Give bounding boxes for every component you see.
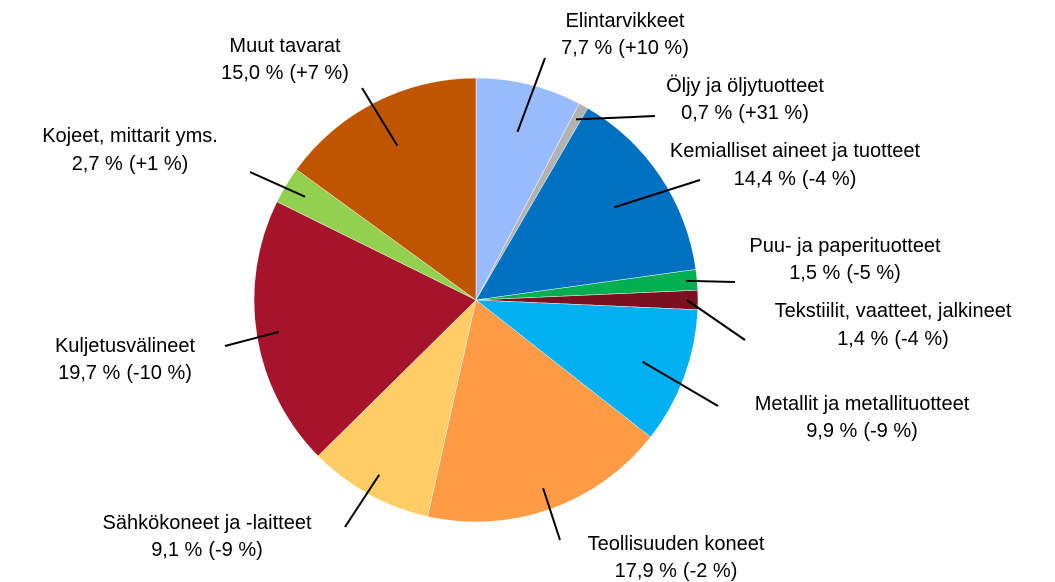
pie-slice <box>475 77 580 301</box>
value-label: 15,0 % <box>221 62 283 84</box>
leader-line <box>686 299 746 341</box>
change-label: (-4 %) <box>894 328 948 350</box>
slice-value: 2,7 % (+1 %) <box>72 153 189 175</box>
change-label: (+10 %) <box>618 37 689 59</box>
change-label: (-4 %) <box>802 168 856 190</box>
slice-name: Metallit ja metallituotteet <box>755 393 970 415</box>
slice-value: 9,9 % (-9 %) <box>806 420 918 442</box>
slice-value: 1,5 % (-5 %) <box>789 262 901 284</box>
slice-name: Tekstiilit, vaatteet, jalkineet <box>775 300 1012 322</box>
change-label: (-9 %) <box>208 539 262 561</box>
slice-value: 14,4 % (-4 %) <box>734 168 857 190</box>
leader-line <box>224 330 280 347</box>
slice-name: Puu- ja paperituotteet <box>749 235 941 257</box>
change-label: (-2 %) <box>683 560 737 582</box>
value-label: 0,7 % <box>681 102 732 124</box>
slice-value: 19,7 % (-10 %) <box>58 362 192 384</box>
slice-name: Öljy ja öljytuotteet <box>666 75 824 97</box>
slice-name: Kemialliset aineet ja tuotteet <box>670 140 921 162</box>
change-label: (-5 %) <box>846 262 900 284</box>
change-label: (+31 %) <box>738 102 809 124</box>
value-label: 7,7 % <box>561 37 612 59</box>
leader-line <box>344 474 381 528</box>
change-label: (-10 %) <box>126 362 192 384</box>
value-label: 1,4 % <box>837 328 888 350</box>
value-label: 9,9 % <box>806 420 857 442</box>
leader-line <box>542 487 561 541</box>
slice-name: Teollisuuden koneet <box>588 533 765 555</box>
slice-name: Sähkökoneet ja -laitteet <box>102 512 311 534</box>
value-label: 9,1 % <box>151 539 202 561</box>
leader-line <box>516 57 546 133</box>
value-label: 19,7 % <box>58 362 120 384</box>
leader-line <box>361 87 399 147</box>
slice-value: 9,1 % (-9 %) <box>151 539 263 561</box>
leader-line <box>249 171 306 198</box>
change-label: (+1 %) <box>129 153 188 175</box>
slice-value: 17,9 % (-2 %) <box>615 560 738 582</box>
value-label: 2,7 % <box>72 153 123 175</box>
leader-line <box>613 179 701 209</box>
slice-value: 15,0 % (+7 %) <box>221 62 349 84</box>
slice-name: Kuljetusvälineet <box>55 335 196 357</box>
pie-slice <box>296 77 477 301</box>
change-label: (-9 %) <box>863 420 917 442</box>
leader-line <box>642 360 719 407</box>
change-label: (+7 %) <box>289 62 348 84</box>
slice-name: Elintarvikkeet <box>566 10 685 32</box>
slice-value: 0,7 % (+31 %) <box>681 102 809 124</box>
slice-name: Kojeet, mittarit yms. <box>42 125 218 147</box>
value-label: 1,5 % <box>789 262 840 284</box>
pie-slice <box>253 201 477 457</box>
slice-name: Muut tavarat <box>229 35 341 57</box>
pie-slice <box>317 299 477 517</box>
leader-line <box>575 115 656 121</box>
value-label: 14,4 % <box>734 168 796 190</box>
slice-value: 7,7 % (+10 %) <box>561 37 689 59</box>
leader-line <box>686 279 736 283</box>
slice-value: 1,4 % (-4 %) <box>837 328 949 350</box>
value-label: 17,9 % <box>615 560 677 582</box>
pie-slice <box>475 299 699 438</box>
